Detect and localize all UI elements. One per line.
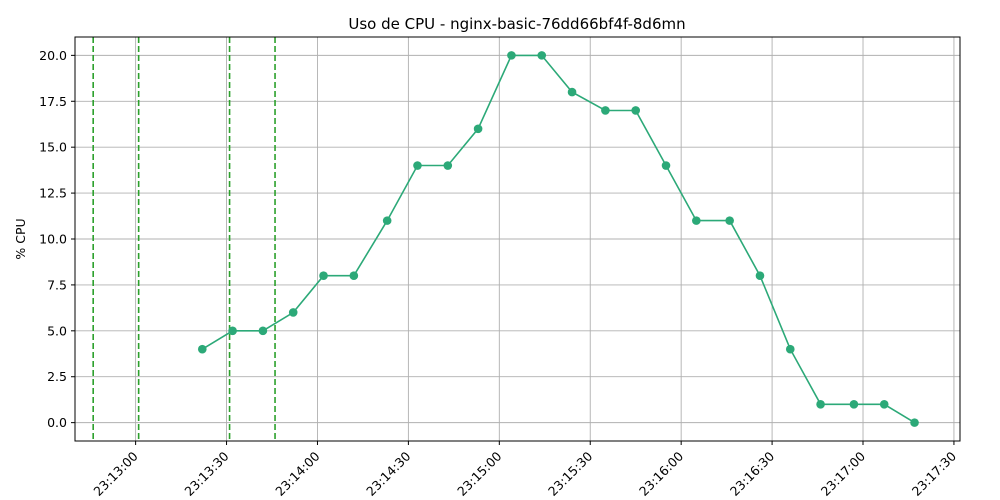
y-tick-label: 15.0 xyxy=(39,140,67,155)
data-point xyxy=(349,271,359,281)
y-tick-label: 5.0 xyxy=(47,323,67,338)
series-line xyxy=(201,54,915,424)
data-point xyxy=(725,216,734,225)
data-point xyxy=(319,271,328,281)
y-axis: 0.0 2.5 5.0 7.5 10.0 12.5 15.0 17.5 20.0 xyxy=(39,48,75,430)
data-point xyxy=(413,161,422,170)
data-point xyxy=(692,216,701,225)
y-tick-label: 12.5 xyxy=(39,186,67,201)
data-point xyxy=(473,124,483,134)
data-point xyxy=(228,326,237,336)
chart-title: Uso de CPU - nginx-basic-76dd66bf4f-8d6m… xyxy=(348,15,685,33)
data-point xyxy=(910,418,919,427)
data-point xyxy=(197,344,207,354)
series-cpu xyxy=(197,51,919,427)
data-point xyxy=(382,216,392,225)
data-point xyxy=(631,106,641,115)
data-point xyxy=(816,399,825,409)
event-markers xyxy=(92,37,276,441)
data-point xyxy=(258,326,268,336)
data-point xyxy=(849,399,859,409)
data-point xyxy=(755,271,765,281)
data-point xyxy=(601,106,610,115)
data-point xyxy=(661,161,671,170)
grid xyxy=(75,37,960,441)
y-tick-label: 0.0 xyxy=(47,415,67,430)
data-point xyxy=(785,344,795,354)
y-tick-label: 20.0 xyxy=(39,48,67,63)
data-point xyxy=(537,51,547,60)
data-point xyxy=(507,51,516,60)
y-tick-label: 7.5 xyxy=(47,277,67,292)
y-tick-label: 17.5 xyxy=(39,94,67,109)
y-axis-label: % CPU xyxy=(13,218,28,259)
y-tick-label: 10.0 xyxy=(39,232,67,247)
y-tick-label: 2.5 xyxy=(47,369,67,384)
data-point xyxy=(288,308,298,317)
data-point xyxy=(567,87,577,97)
data-point xyxy=(879,399,889,409)
data-point xyxy=(443,161,453,170)
